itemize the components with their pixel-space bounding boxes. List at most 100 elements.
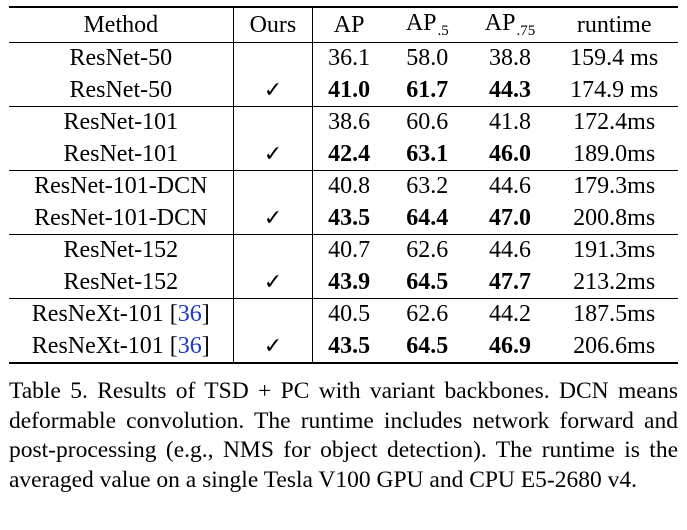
cell-method: ResNet-152 [9, 234, 234, 266]
cell-ap: 40.5 [328, 301, 371, 327]
cell-ap75: 46.9 [488, 332, 531, 359]
cell-ap75: 38.8 [488, 45, 531, 71]
backbone-group: ResNet-50 36.1 58.0 38.8 159.4 ms ResNet-50 ✓ 4… [9, 42, 678, 107]
citation-bracket: ] [201, 301, 210, 327]
cell-ap75: 46.0 [488, 140, 531, 167]
table-row: ResNet-101 38.6 60.6 41.8 172.4ms [9, 106, 678, 138]
cell-ap50: 63.2 [406, 173, 449, 199]
table-row: ResNet-101-DCN ✓ 43.5 64.4 47.0 200.8ms [9, 202, 678, 235]
cell-ap: 42.4 [328, 140, 371, 167]
cell-ours [233, 170, 314, 202]
table-row: ResNet-101-DCN 40.8 63.2 44.6 179.3ms [9, 170, 678, 202]
cell-method: ResNeXt-101 [36] [9, 298, 234, 330]
cell-method: ResNeXt-101 [36] [9, 330, 234, 363]
cell-ours: ✓ [233, 330, 314, 363]
cell-ap50: 61.7 [406, 76, 449, 103]
cell-ap: 40.7 [328, 237, 371, 263]
cell-runtime: 174.9 ms [570, 76, 659, 103]
citation-link[interactable]: 36 [177, 301, 202, 327]
cell-runtime: 159.4 ms [570, 45, 659, 71]
cell-ours: ✓ [233, 266, 314, 299]
backbone-group: ResNet-101 38.6 60.6 41.8 172.4ms ResNet-101 ✓… [9, 106, 678, 171]
cell-ap: 43.5 [328, 332, 371, 359]
cell-ap50: 64.5 [406, 268, 449, 295]
cell-ours: ✓ [233, 202, 314, 235]
cell-ours: ✓ [233, 138, 314, 171]
checkmark-icon: ✓ [263, 205, 283, 230]
citation-bracket: ] [201, 332, 210, 359]
cell-ap: 36.1 [328, 45, 371, 71]
cell-runtime: 213.2ms [573, 268, 656, 295]
cell-runtime: 200.8ms [573, 204, 656, 231]
cell-runtime: 191.3ms [573, 237, 656, 263]
cell-runtime: 206.6ms [573, 332, 656, 359]
checkmark-icon: ✓ [263, 77, 283, 102]
cell-ap: 43.5 [328, 204, 371, 231]
method-name: ResNet-50 [69, 45, 173, 71]
method-name: ResNet-101 [63, 140, 179, 167]
table-row: ResNet-50 36.1 58.0 38.8 159.4 ms [9, 42, 678, 74]
table-row: ResNeXt-101 [36] ✓ 43.5 64.5 46.9 206.6ms [9, 330, 678, 363]
cell-method: ResNet-101 [9, 106, 234, 138]
method-name: ResNet-152 [63, 237, 179, 263]
backbone-group: ResNeXt-101 [36] 40.5 62.6 44.2 187.5ms ResNe… [9, 298, 678, 363]
cell-ap75: 47.0 [488, 204, 531, 231]
cell-ap50: 62.6 [406, 237, 449, 263]
table-row: ResNet-50 ✓ 41.0 61.7 44.3 174.9 ms [9, 74, 678, 107]
cell-ap50: 63.1 [406, 140, 449, 167]
backbone-group: ResNet-152 40.7 62.6 44.6 191.3ms ResNet-152 ✓… [9, 234, 678, 299]
header-ap50-sub: .5 [437, 23, 449, 39]
header-ap75-base: AP [484, 10, 516, 36]
cell-method: ResNet-101-DCN [9, 202, 234, 235]
cell-ap50: 58.0 [406, 45, 449, 71]
cell-method: ResNet-50 [9, 42, 234, 74]
cell-ap75: 44.6 [488, 237, 531, 263]
cell-ap50: 62.6 [406, 301, 449, 327]
header-ours: Ours [233, 7, 314, 43]
cell-runtime: 187.5ms [573, 301, 656, 327]
header-method: Method [9, 7, 234, 43]
cell-ap: 43.9 [328, 268, 371, 295]
cell-runtime: 179.3ms [573, 173, 656, 199]
method-name: ResNet-101-DCN [34, 204, 208, 231]
results-table-container: Method Ours AP AP.5 AP.75 runtime ResNet… [9, 6, 678, 364]
checkmark-icon: ✓ [263, 333, 283, 358]
cell-ap75: 47.7 [488, 268, 531, 295]
cell-ap75: 44.6 [488, 173, 531, 199]
table-row: ResNet-152 ✓ 43.9 64.5 47.7 213.2ms [9, 266, 678, 299]
method-name: ResNet-101 [63, 109, 179, 135]
cell-ap50: 64.4 [406, 204, 449, 231]
cell-ours [233, 42, 314, 74]
cell-ap: 38.6 [328, 109, 371, 135]
header-ap: AP [333, 11, 365, 38]
cell-ap: 40.8 [328, 173, 371, 199]
cell-ours [233, 298, 314, 330]
table-row: ResNet-152 40.7 62.6 44.6 191.3ms [9, 234, 678, 266]
results-table: Method Ours AP AP.5 AP.75 runtime ResNet… [9, 6, 678, 364]
cell-ap50: 64.5 [406, 332, 449, 359]
cell-ours: ✓ [233, 74, 314, 107]
cell-ours [233, 234, 314, 266]
citation-link[interactable]: 36 [177, 332, 202, 359]
cell-runtime: 189.0ms [573, 140, 656, 167]
method-name: ResNet-152 [63, 268, 179, 295]
cell-ap75: 41.8 [488, 109, 531, 135]
method-name: ResNeXt-101 [ [31, 332, 178, 359]
header-row: Method Ours AP AP.5 AP.75 runtime [9, 7, 678, 43]
cell-method: ResNet-152 [9, 266, 234, 299]
header-ap50-base: AP [405, 10, 437, 36]
checkmark-icon: ✓ [263, 269, 283, 294]
cell-ap75: 44.3 [488, 76, 531, 103]
cell-method: ResNet-101-DCN [9, 170, 234, 202]
table-row: ResNet-101 ✓ 42.4 63.1 46.0 189.0ms [9, 138, 678, 171]
header-ap50: AP.5 [385, 7, 470, 43]
method-name: ResNet-101-DCN [34, 173, 208, 199]
cell-ap: 41.0 [328, 76, 371, 103]
backbone-group: ResNet-101-DCN 40.8 63.2 44.6 179.3ms ResNet-… [9, 170, 678, 235]
method-name: ResNeXt-101 [ [31, 301, 178, 327]
cell-method: ResNet-50 [9, 74, 234, 107]
checkmark-icon: ✓ [263, 141, 283, 166]
header-runtime: runtime [576, 11, 652, 38]
table-caption: Table 5. Results of TSD + PC with varian… [9, 378, 678, 493]
cell-runtime: 172.4ms [573, 109, 656, 135]
